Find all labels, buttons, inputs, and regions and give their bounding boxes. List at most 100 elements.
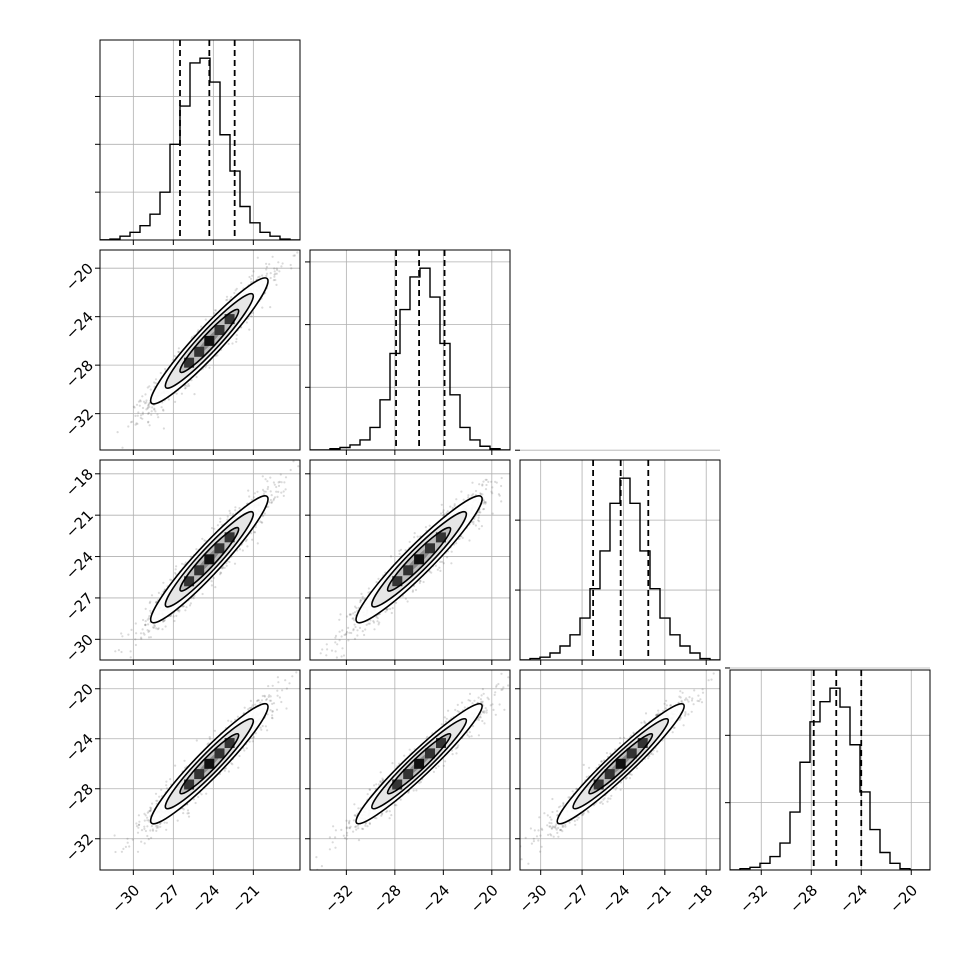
scatter-point	[160, 406, 163, 409]
histogram-step-line	[100, 57, 300, 240]
scatter-point	[121, 446, 124, 449]
scatter-point	[470, 494, 473, 497]
scatter-point	[139, 632, 143, 635]
scatter-point	[250, 281, 253, 284]
scatter-point	[156, 413, 159, 416]
scatter-point	[162, 409, 165, 412]
density-core	[214, 325, 225, 335]
scatter-point	[143, 633, 146, 636]
scatter-point	[130, 628, 133, 632]
scatter-point	[354, 625, 357, 629]
scatter-point	[342, 654, 346, 657]
scatter-point	[278, 270, 281, 273]
scatter-point	[247, 489, 250, 492]
contour-line	[386, 526, 452, 592]
scatter-point	[274, 272, 277, 275]
scatter-point	[273, 496, 277, 499]
scatter-point	[155, 601, 158, 604]
scatter-point	[129, 650, 132, 653]
panel-frame	[519, 459, 721, 661]
scatter-point	[148, 424, 151, 427]
scatter-point	[334, 634, 338, 638]
contour-line	[164, 292, 255, 389]
scatter-point	[267, 485, 270, 489]
scatter-point	[153, 408, 156, 411]
scatter-point	[281, 262, 284, 265]
scatter-point	[365, 623, 368, 627]
scatter-point	[213, 309, 217, 312]
scatter-point	[188, 384, 191, 387]
scatter-point	[482, 499, 485, 502]
scatter-point	[151, 406, 154, 409]
scatter-panel-2-3	[304, 463, 516, 684]
scatter-point	[275, 490, 278, 493]
histogram-step-line	[310, 267, 510, 450]
scatter-point	[467, 496, 470, 499]
scatter-point	[233, 562, 237, 565]
scatter-point	[147, 420, 150, 423]
scatter-point	[411, 589, 415, 592]
scatter-point	[473, 517, 476, 521]
scatter-point	[497, 493, 500, 496]
scatter-point	[257, 276, 260, 279]
scatter-point	[136, 422, 139, 425]
scatter-point	[157, 416, 160, 419]
scatter-point	[114, 457, 116, 459]
scatter-point	[147, 403, 150, 407]
scatter-point	[354, 611, 357, 614]
scatter-point	[245, 321, 248, 324]
scatter-point	[278, 480, 281, 483]
scatter-point	[514, 463, 516, 465]
scatter-point	[164, 367, 167, 371]
scatter-point	[430, 571, 433, 574]
scatter-point	[150, 413, 153, 416]
scatter-point	[398, 549, 401, 552]
scatter-point	[484, 501, 488, 504]
scatter-point	[481, 493, 484, 496]
scatter-point	[482, 507, 486, 511]
scatter-point	[355, 606, 358, 610]
scatter-point	[265, 268, 268, 271]
scatter-point	[284, 476, 288, 479]
x-tick-label: −30	[108, 881, 143, 916]
scatter-point	[131, 420, 134, 423]
scatter-point	[372, 620, 375, 623]
scatter-point	[263, 512, 266, 515]
scatter-point	[282, 494, 285, 497]
y-tick-label: −32	[62, 405, 97, 440]
scatter-point	[146, 629, 149, 632]
scatter-point	[269, 476, 272, 479]
scatter-point	[201, 537, 204, 540]
scatter-point	[146, 407, 149, 410]
scatter-point	[391, 607, 394, 610]
scatter-point	[416, 535, 419, 538]
scatter-point	[480, 525, 483, 528]
scatter-point	[197, 329, 200, 332]
scatter-point	[248, 495, 251, 498]
scatter-point	[189, 555, 192, 558]
scatter-point	[450, 562, 453, 565]
scatter-point	[192, 597, 195, 600]
scatter-point	[264, 478, 267, 481]
scatter-point	[440, 503, 443, 506]
scatter-point	[220, 567, 223, 570]
scatter-point	[144, 624, 147, 627]
scatter-point	[275, 267, 278, 270]
scatter-point	[481, 483, 484, 486]
scatter-point	[352, 628, 355, 631]
scatter-point	[144, 402, 147, 405]
scatter-point	[235, 334, 238, 337]
scatter-point	[201, 592, 204, 596]
scatter-point	[146, 618, 149, 621]
scatter-point	[219, 573, 222, 576]
scatter-point	[477, 519, 480, 522]
scatter-point	[152, 626, 156, 629]
scatter-point	[234, 509, 237, 512]
scatter-point	[182, 605, 185, 608]
scatter-point	[478, 511, 481, 514]
scatter-point	[269, 276, 272, 280]
scatter-point	[363, 633, 366, 637]
scatter-point	[304, 682, 306, 684]
scatter-point	[439, 512, 443, 515]
scatter-point	[148, 405, 151, 409]
